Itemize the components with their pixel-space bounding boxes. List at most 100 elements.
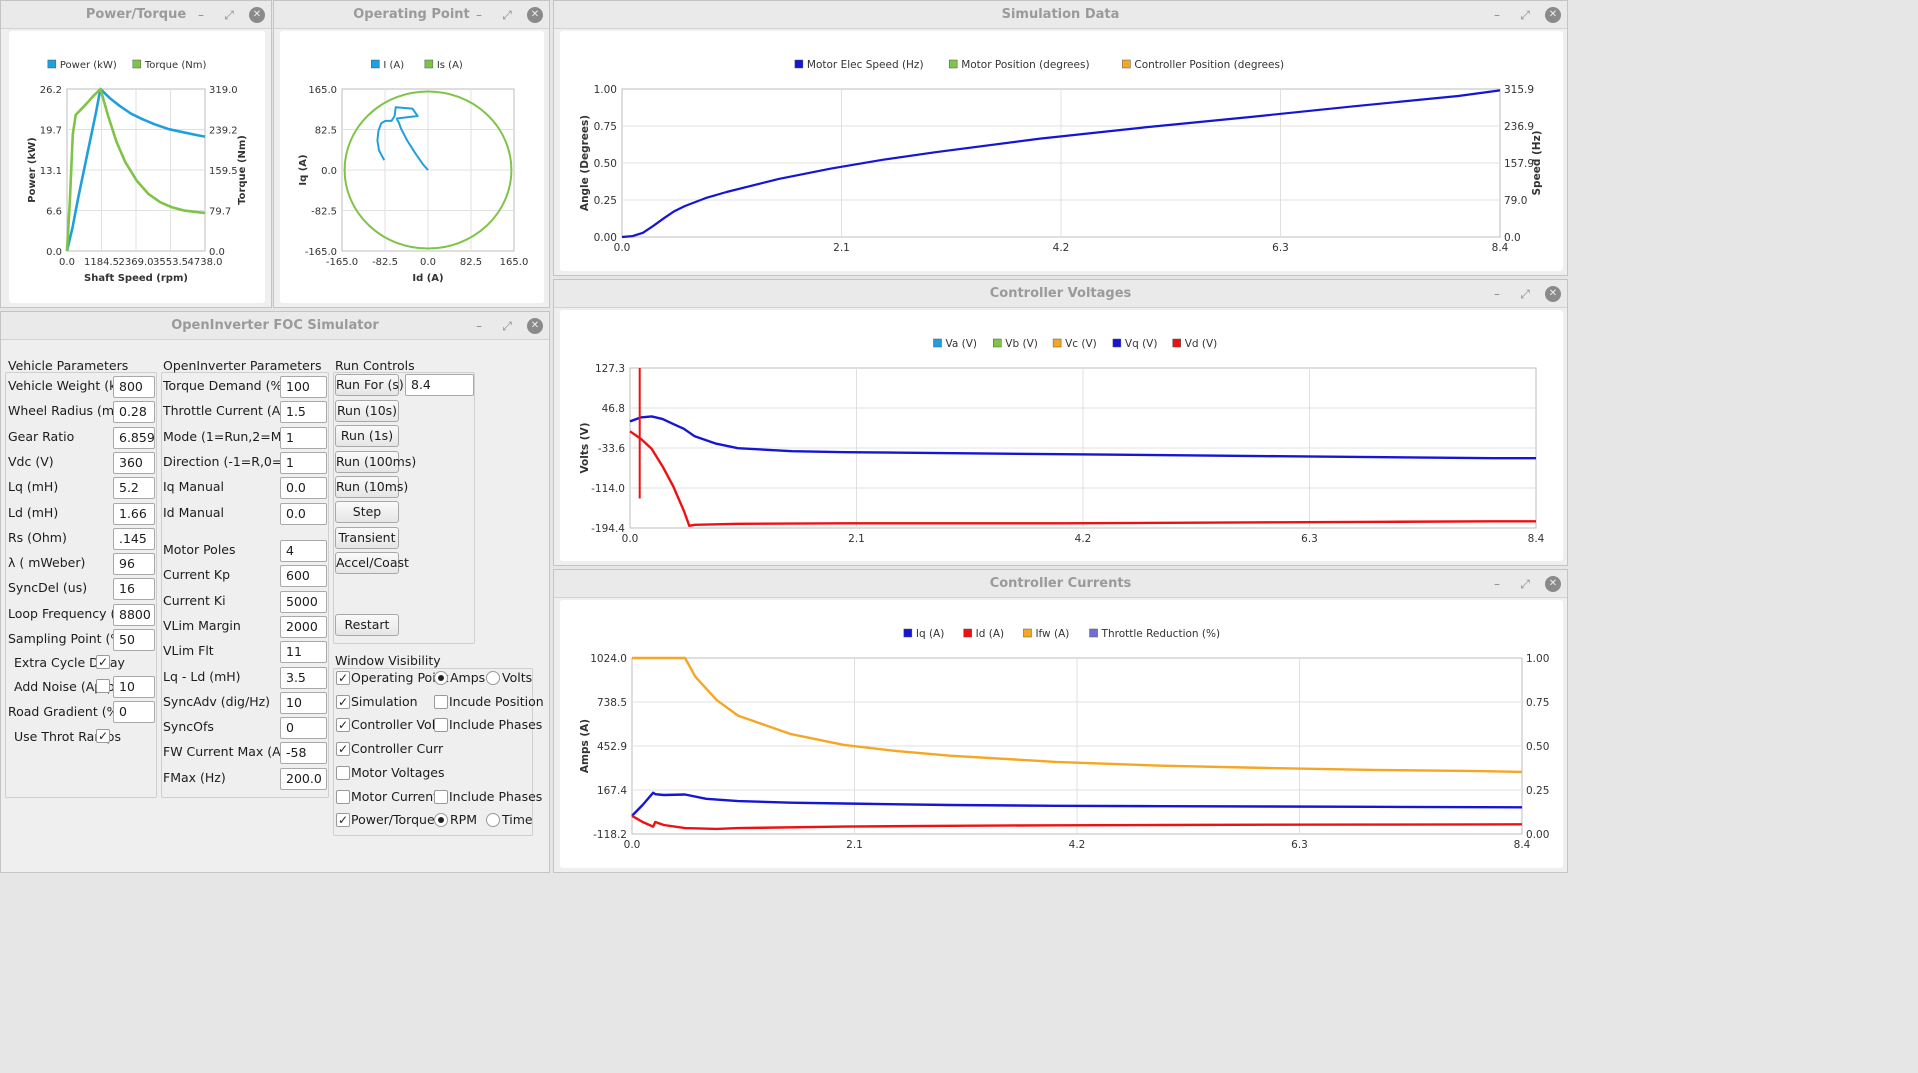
inverter-field-input[interactable]: 4 xyxy=(280,540,327,562)
run-for-button[interactable]: Run For (s) xyxy=(335,374,404,396)
run-for-input[interactable]: 8.4 xyxy=(405,374,474,396)
extra-cycle-delay-checkbox[interactable]: ✓ xyxy=(96,655,110,669)
run-control-button[interactable]: Transient xyxy=(335,526,399,549)
road-gradient-input[interactable]: 0 xyxy=(113,701,155,723)
motor-voltages-checkbox[interactable] xyxy=(336,766,350,780)
close-icon[interactable]: ✕ xyxy=(527,318,543,334)
vehicle-field-input[interactable]: 360 xyxy=(113,451,155,474)
inverter-field-input[interactable]: 1 xyxy=(280,426,327,449)
maximize-icon[interactable]: ⤢ xyxy=(1520,577,1530,591)
inverter-field-input[interactable]: 1 xyxy=(280,451,327,474)
run-control-button[interactable]: Run (100ms) xyxy=(335,450,416,473)
close-icon[interactable]: ✕ xyxy=(527,7,543,23)
minimize-icon[interactable]: – xyxy=(476,8,482,22)
vehicle-field-label: λ ( mWeber) xyxy=(8,555,86,571)
y-tick-label: 167.4 xyxy=(597,785,627,797)
vehicle-field-input[interactable]: 8800 xyxy=(113,603,155,626)
legend: Va (V) Vb (V) Vc (V) Vq (V) Vd (V) xyxy=(933,338,1217,350)
inverter-field-input[interactable]: 200.0 xyxy=(280,767,327,790)
run-control-button[interactable]: Accel/Coast xyxy=(335,551,409,574)
window-title: Simulation Data xyxy=(1001,7,1120,22)
time-radio[interactable] xyxy=(486,813,500,827)
vehicle-field-input[interactable]: 50 xyxy=(113,629,155,651)
controller-currents-plot: 0.0 2.1 4.2 6.3 8.4 -118.2 167.4 452.9 738.5 1024… xyxy=(579,628,1549,851)
operating-point-window: Operating Point – ⤢ ✕ -165.0 -82.5 0.0 82.5 16… xyxy=(273,0,550,308)
controller-curr-checkbox[interactable]: ✓ xyxy=(336,742,350,756)
include-phases-volts-checkbox[interactable] xyxy=(434,718,448,732)
close-icon[interactable]: ✕ xyxy=(1545,576,1561,592)
minimize-icon[interactable]: – xyxy=(1494,577,1500,591)
y2-axis-label: Speed (Hz) xyxy=(1531,131,1543,196)
vehicle-field-input[interactable]: 1.66 xyxy=(113,502,155,525)
minimize-icon[interactable]: – xyxy=(198,8,204,22)
vehicle-field-label: Vehicle Weight (kg) xyxy=(8,378,130,393)
inverter-field-input[interactable]: 0.0 xyxy=(280,477,327,500)
vehicle-field-input[interactable]: 96 xyxy=(113,553,155,576)
simulation-checkbox[interactable]: ✓ xyxy=(336,695,350,709)
vehicle-field-input[interactable]: 800 xyxy=(113,376,155,398)
maximize-icon[interactable]: ⤢ xyxy=(1520,287,1530,301)
minimize-icon[interactable]: – xyxy=(1494,287,1500,301)
inverter-field-input[interactable]: 10 xyxy=(280,691,327,714)
volts-radio[interactable] xyxy=(486,671,500,685)
close-icon[interactable]: ✕ xyxy=(249,7,265,23)
include-phases-currents-checkbox[interactable] xyxy=(434,790,448,804)
operating-point-checkbox[interactable]: ✓ xyxy=(336,671,350,685)
inverter-field-input[interactable]: 0 xyxy=(280,717,327,740)
run-control-button[interactable]: Step xyxy=(335,501,399,524)
add-noise-checkbox[interactable] xyxy=(96,679,110,693)
operating-point-titlebar[interactable]: Operating Point – ⤢ ✕ xyxy=(274,1,549,29)
y-tick-label: -118.2 xyxy=(593,829,627,841)
simulator-titlebar[interactable]: OpenInverter FOC Simulator – ⤢ ✕ xyxy=(1,312,549,340)
y-tick-label: 6.6 xyxy=(46,207,62,218)
x-tick-label: 2.1 xyxy=(848,533,865,545)
inverter-field-input[interactable]: 3.5 xyxy=(280,666,327,689)
close-icon[interactable]: ✕ xyxy=(1545,286,1561,302)
inverter-field-input[interactable]: -58 xyxy=(280,742,327,765)
vehicle-field-input[interactable]: 5.2 xyxy=(113,477,155,500)
run-control-button[interactable]: Run (1s) xyxy=(335,425,399,448)
add-noise-input[interactable]: 10 xyxy=(113,676,155,698)
power-torque-titlebar[interactable]: Power/Torque – ⤢ ✕ xyxy=(1,1,271,29)
power-torque-checkbox[interactable]: ✓ xyxy=(336,813,350,827)
motor-currents-checkbox[interactable] xyxy=(336,790,350,804)
y2-tick-label: 0.0 xyxy=(1504,232,1521,244)
inverter-field-input[interactable]: 1.5 xyxy=(280,401,327,424)
close-icon[interactable]: ✕ xyxy=(1545,7,1561,23)
y-tick-label: 0.25 xyxy=(594,195,617,207)
vehicle-field-input[interactable]: .145 xyxy=(113,527,155,550)
controller-volts-checkbox[interactable]: ✓ xyxy=(336,718,350,732)
inverter-field-input[interactable]: 0.0 xyxy=(280,502,327,525)
inverter-field-input[interactable]: 100 xyxy=(280,376,327,398)
maximize-icon[interactable]: ⤢ xyxy=(1520,8,1530,22)
inverter-field-input[interactable]: 2000 xyxy=(280,615,327,638)
run-control-button[interactable]: Run (10s) xyxy=(335,400,399,422)
inverter-field-input[interactable]: 600 xyxy=(280,565,327,588)
simulator-window: OpenInverter FOC Simulator – ⤢ ✕ Vehicle P… xyxy=(0,311,550,873)
restart-button[interactable]: Restart xyxy=(335,614,399,636)
simulation-data-titlebar[interactable]: Simulation Data – ⤢ ✕ xyxy=(554,1,1567,29)
rpm-radio[interactable] xyxy=(434,813,448,827)
inverter-field-input[interactable]: 5000 xyxy=(280,590,327,613)
controller-currents-titlebar[interactable]: Controller Currents – ⤢ ✕ xyxy=(554,570,1567,598)
minimize-icon[interactable]: – xyxy=(476,319,482,333)
y2-tick-label: 0.25 xyxy=(1526,785,1549,797)
maximize-icon[interactable]: ⤢ xyxy=(502,319,512,333)
x-tick-label: 4738.0 xyxy=(188,257,223,268)
inverter-field-input[interactable]: 11 xyxy=(280,641,327,664)
vehicle-parameters-heading: Vehicle Parameters xyxy=(8,358,129,373)
vehicle-field-input[interactable]: 0.28 xyxy=(113,401,155,424)
vehicle-field-input[interactable]: 16 xyxy=(113,578,155,601)
maximize-icon[interactable]: ⤢ xyxy=(502,8,512,22)
controller-voltages-titlebar[interactable]: Controller Voltages – ⤢ ✕ xyxy=(554,280,1567,308)
maximize-icon[interactable]: ⤢ xyxy=(224,8,234,22)
vehicle-field-input[interactable]: 6.859 xyxy=(113,426,155,449)
amps-radio[interactable] xyxy=(434,671,448,685)
minimize-icon[interactable]: – xyxy=(1494,8,1500,22)
run-control-button[interactable]: Run (10ms) xyxy=(335,475,408,498)
use-throt-ramps-checkbox[interactable]: ✓ xyxy=(96,729,110,743)
legend: Motor Elec Speed (Hz) Motor Position (deg… xyxy=(794,59,1284,71)
include-phases-volts-label: Include Phases xyxy=(449,717,543,732)
y2-tick-label: 0.0 xyxy=(209,247,225,258)
include-position-checkbox[interactable] xyxy=(434,695,448,709)
